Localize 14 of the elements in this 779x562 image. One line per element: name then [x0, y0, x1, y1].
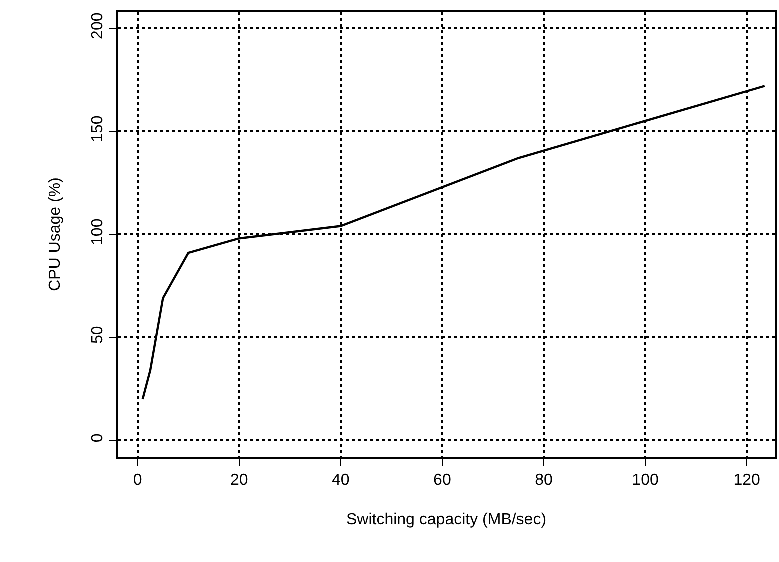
- x-tick-label: 120: [734, 472, 761, 490]
- x-tick-label: 40: [332, 472, 350, 490]
- x-tick-label: 0: [133, 472, 142, 490]
- x-axis-title: Switching capacity (MB/sec): [346, 511, 547, 528]
- y-axis-title: CPU Usage (%): [47, 178, 64, 292]
- y-tick-label: 200: [90, 12, 107, 40]
- x-tick-label: 60: [434, 472, 452, 490]
- x-tick-label: 80: [535, 472, 553, 490]
- y-tick-label: 100: [90, 218, 107, 246]
- x-tick-label: 100: [632, 472, 659, 490]
- y-tick-label: 0: [90, 434, 107, 443]
- y-tick-label: 50: [90, 326, 107, 344]
- y-tick-label: 150: [90, 116, 107, 142]
- x-tick-label: 20: [230, 472, 248, 490]
